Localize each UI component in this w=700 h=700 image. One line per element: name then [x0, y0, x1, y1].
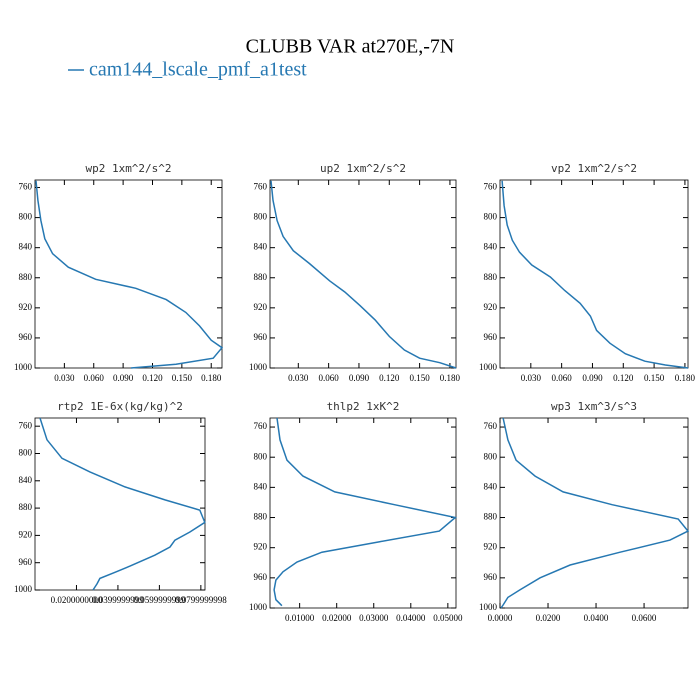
y-tick-label: 960: [19, 557, 33, 567]
x-tick-label: 0.01000: [285, 613, 315, 623]
x-tick-label: 0.0200: [536, 613, 561, 623]
panel-title: wp3 1xm^3/s^3: [551, 400, 637, 413]
x-tick-label: 0.180: [201, 373, 222, 383]
y-tick-label: 880: [254, 512, 268, 522]
y-tick-label: 880: [254, 272, 268, 282]
y-tick-label: 840: [254, 242, 268, 252]
legend-label: cam144_lscale_pmf_a1test: [89, 59, 307, 81]
x-tick-label: 0.03000: [359, 613, 389, 623]
profile-line: [39, 417, 206, 591]
x-tick-label: 0.030: [521, 373, 542, 383]
y-tick-label: 920: [484, 302, 498, 312]
y-tick-label: 1000: [249, 602, 268, 612]
profile-line: [270, 180, 457, 369]
y-tick-label: 800: [254, 212, 268, 222]
x-tick-label: 0.04000: [396, 613, 426, 623]
x-tick-label: 0.0399999999: [92, 595, 144, 605]
y-tick-label: 960: [19, 332, 33, 342]
x-tick-label: 0.0200000000: [51, 595, 103, 605]
y-tick-label: 840: [19, 475, 33, 485]
y-tick-label: 960: [254, 332, 268, 342]
x-tick-label: 0.05000: [433, 613, 463, 623]
y-tick-label: 800: [484, 451, 498, 461]
y-tick-label: 1000: [479, 362, 498, 372]
y-tick-label: 1000: [14, 584, 33, 594]
y-tick-label: 960: [484, 572, 498, 582]
y-tick-label: 800: [19, 448, 33, 458]
y-tick-label: 960: [254, 572, 268, 582]
y-tick-label: 920: [19, 302, 33, 312]
x-tick-label: 0.0400: [584, 613, 609, 623]
x-tick-label: 0.180: [440, 373, 461, 383]
x-tick-label: 0.150: [644, 373, 665, 383]
plot-frame: [269, 417, 457, 609]
y-tick-label: 760: [254, 182, 268, 192]
panel-title: thlp2 1xK^2: [327, 400, 400, 413]
y-tick-label: 1000: [249, 362, 268, 372]
y-tick-label: 760: [484, 182, 498, 192]
y-tick-label: 800: [19, 212, 33, 222]
x-tick-label: 0.0599999999: [134, 595, 186, 605]
plot-frame: [499, 179, 689, 369]
profile-line: [273, 417, 457, 607]
x-tick-label: 0.090: [582, 373, 603, 383]
y-tick-label: 880: [484, 272, 498, 282]
y-tick-label: 840: [484, 242, 498, 252]
x-tick-label: 0.030: [288, 373, 309, 383]
x-tick-label: 0.150: [409, 373, 430, 383]
y-tick-label: 760: [19, 182, 33, 192]
x-tick-label: 0.060: [319, 373, 340, 383]
panel-title: rtp2 1E-6x(kg/kg)^2: [57, 400, 183, 413]
y-tick-label: 800: [484, 212, 498, 222]
x-tick-label: 0.150: [172, 373, 193, 383]
y-tick-label: 920: [254, 542, 268, 552]
y-tick-label: 880: [19, 502, 33, 512]
y-tick-label: 800: [254, 451, 268, 461]
y-tick-label: 1000: [14, 362, 33, 372]
y-tick-label: 880: [19, 272, 33, 282]
x-tick-label: 0.0600: [632, 613, 657, 623]
x-tick-label: 0.120: [142, 373, 163, 383]
x-tick-label: 0.060: [84, 373, 105, 383]
profile-line: [500, 417, 690, 609]
y-tick-label: 1000: [479, 602, 498, 612]
y-tick-label: 840: [484, 481, 498, 491]
plot-frame: [34, 417, 206, 591]
x-tick-label: 0.02000: [322, 613, 352, 623]
x-tick-label: 0.0000: [488, 613, 513, 623]
y-tick-label: 840: [19, 242, 33, 252]
panel-title: wp2 1xm^2/s^2: [85, 162, 171, 175]
profile-line: [35, 180, 224, 369]
x-tick-label: 0.030: [54, 373, 75, 383]
y-tick-label: 760: [19, 420, 33, 430]
y-tick-label: 840: [254, 481, 268, 491]
x-tick-label: 0.090: [113, 373, 134, 383]
plot-frame: [34, 179, 223, 369]
x-tick-label: 0.180: [675, 373, 696, 383]
x-tick-label: 0.060: [552, 373, 573, 383]
x-tick-label: 0.090: [349, 373, 370, 383]
y-tick-label: 920: [19, 529, 33, 539]
y-tick-label: 920: [484, 542, 498, 552]
figure-title: CLUBB VAR at270E,-7N: [246, 36, 455, 58]
y-tick-label: 960: [484, 332, 498, 342]
plot-frame: [499, 417, 689, 609]
panel-title: up2 1xm^2/s^2: [320, 162, 406, 175]
profile-line: [501, 180, 689, 369]
y-tick-label: 760: [484, 421, 498, 431]
plot-frame: [269, 179, 457, 369]
y-tick-label: 920: [254, 302, 268, 312]
y-tick-label: 880: [484, 512, 498, 522]
panel-title: vp2 1xm^2/s^2: [551, 162, 637, 175]
y-tick-label: 760: [254, 421, 268, 431]
x-tick-label: 0.0799999998: [175, 595, 227, 605]
x-tick-label: 0.120: [613, 373, 634, 383]
x-tick-label: 0.120: [379, 373, 400, 383]
